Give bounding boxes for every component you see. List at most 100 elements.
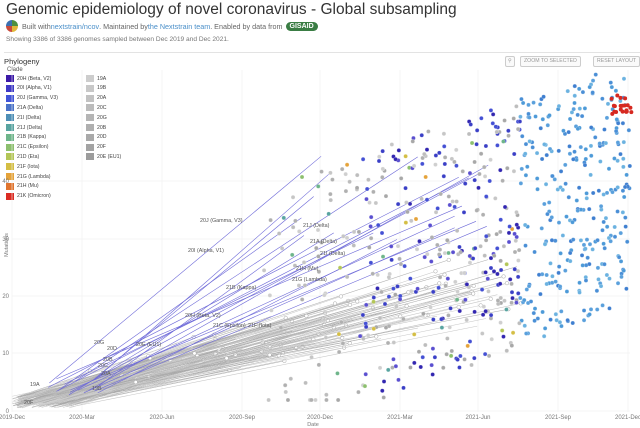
tip-node[interactable] — [623, 96, 628, 101]
tip-node[interactable] — [509, 300, 514, 305]
tip-node[interactable] — [498, 267, 504, 273]
tip-node[interactable] — [376, 158, 382, 164]
tip-node[interactable] — [454, 199, 459, 204]
tip-node[interactable] — [601, 192, 606, 197]
tip-node[interactable] — [319, 169, 324, 174]
tip-node[interactable] — [458, 250, 463, 255]
tip-node[interactable] — [483, 143, 489, 149]
tip-node[interactable] — [395, 284, 400, 289]
tip-node[interactable] — [442, 144, 447, 149]
tip-node[interactable] — [608, 80, 613, 85]
tip-node[interactable] — [471, 291, 476, 296]
tip-node[interactable] — [547, 146, 553, 152]
tip-node[interactable] — [582, 163, 588, 168]
tip-node[interactable] — [290, 252, 295, 257]
tip-node[interactable] — [462, 270, 467, 276]
tip-node[interactable] — [492, 253, 497, 258]
tip-node[interactable] — [618, 95, 623, 100]
tip-node[interactable] — [410, 139, 415, 144]
tip-node[interactable] — [423, 342, 428, 348]
tip-node[interactable] — [437, 150, 442, 155]
tip-node[interactable] — [345, 162, 350, 167]
tip-node[interactable] — [315, 227, 321, 233]
tip-node[interactable] — [523, 142, 529, 147]
tip-node[interactable] — [481, 212, 486, 217]
tip-node[interactable] — [439, 325, 445, 330]
tip-node[interactable] — [618, 152, 623, 157]
tip-node[interactable] — [430, 346, 436, 351]
tip-node[interactable] — [614, 117, 619, 122]
tip-node[interactable] — [340, 341, 346, 346]
tip-node[interactable] — [405, 209, 410, 215]
tip-node[interactable] — [267, 352, 272, 357]
tip-node[interactable] — [530, 145, 535, 150]
tip-node[interactable] — [600, 228, 605, 233]
tip-node[interactable] — [557, 320, 563, 325]
tip-node[interactable] — [571, 237, 576, 242]
tip-node[interactable] — [514, 210, 519, 215]
tip-node[interactable] — [498, 295, 503, 301]
tip-node[interactable] — [484, 194, 489, 199]
tip-node[interactable] — [377, 365, 383, 370]
legend-item-19b[interactable]: 19B — [86, 84, 106, 92]
tip-node[interactable] — [395, 244, 401, 249]
tip-node[interactable] — [448, 306, 453, 311]
tip-node[interactable] — [429, 235, 435, 240]
tip-node[interactable] — [309, 355, 314, 360]
tip-node[interactable] — [420, 155, 425, 161]
tip-node[interactable] — [386, 275, 392, 280]
tip-node[interactable] — [505, 166, 510, 171]
tip-node[interactable] — [550, 274, 555, 279]
tip-node[interactable] — [538, 102, 543, 107]
tip-node[interactable] — [610, 190, 615, 195]
tip-node[interactable] — [443, 155, 448, 160]
tip-node[interactable] — [224, 356, 229, 361]
tip-node[interactable] — [583, 278, 589, 283]
tip-node[interactable] — [356, 229, 362, 235]
tip-node[interactable] — [618, 103, 623, 108]
tip-node[interactable] — [504, 348, 509, 353]
tip-node[interactable] — [431, 289, 436, 294]
tip-node[interactable] — [524, 287, 529, 292]
tip-node[interactable] — [575, 112, 580, 118]
tip-node[interactable] — [534, 150, 540, 156]
tip-node[interactable] — [386, 367, 391, 373]
tip-node[interactable] — [577, 290, 582, 295]
tip-node[interactable] — [624, 108, 629, 113]
tip-node[interactable] — [547, 113, 552, 118]
tip-node[interactable] — [569, 110, 575, 115]
tip-node[interactable] — [364, 197, 369, 202]
tip-node[interactable] — [587, 242, 593, 247]
tip-node[interactable] — [361, 336, 366, 341]
tip-node[interactable] — [570, 320, 575, 326]
tip-node[interactable] — [351, 229, 357, 234]
tip-node[interactable] — [587, 85, 592, 90]
tip-node[interactable] — [133, 380, 138, 385]
tip-node[interactable] — [556, 104, 562, 109]
tip-node[interactable] — [590, 90, 595, 95]
tip-node[interactable] — [446, 313, 451, 318]
tip-node[interactable] — [369, 215, 374, 220]
tip-node[interactable] — [509, 290, 515, 295]
tip-node[interactable] — [470, 256, 476, 261]
tip-node[interactable] — [396, 377, 401, 382]
tip-node[interactable] — [517, 321, 522, 326]
tip-node[interactable] — [446, 194, 451, 199]
legend-item-20e-eu1[interactable]: 20E (EU1) — [86, 153, 121, 161]
tip-node[interactable] — [414, 247, 420, 252]
tip-node[interactable] — [506, 128, 511, 133]
tip-node[interactable] — [371, 295, 376, 300]
tip-node[interactable] — [577, 106, 582, 111]
tip-node[interactable] — [341, 234, 346, 239]
tip-node[interactable] — [480, 312, 486, 317]
tip-node[interactable] — [591, 190, 596, 196]
tip-node[interactable] — [604, 115, 610, 120]
tip-node[interactable] — [396, 148, 401, 153]
tip-node[interactable] — [549, 238, 555, 243]
tip-node[interactable] — [482, 253, 487, 258]
tip-node[interactable] — [577, 86, 582, 91]
legend-item-21f-iota[interactable]: 21F (Iota) — [6, 163, 40, 171]
tip-node[interactable] — [575, 126, 580, 131]
tip-node[interactable] — [558, 284, 563, 289]
tip-node[interactable] — [623, 224, 628, 229]
